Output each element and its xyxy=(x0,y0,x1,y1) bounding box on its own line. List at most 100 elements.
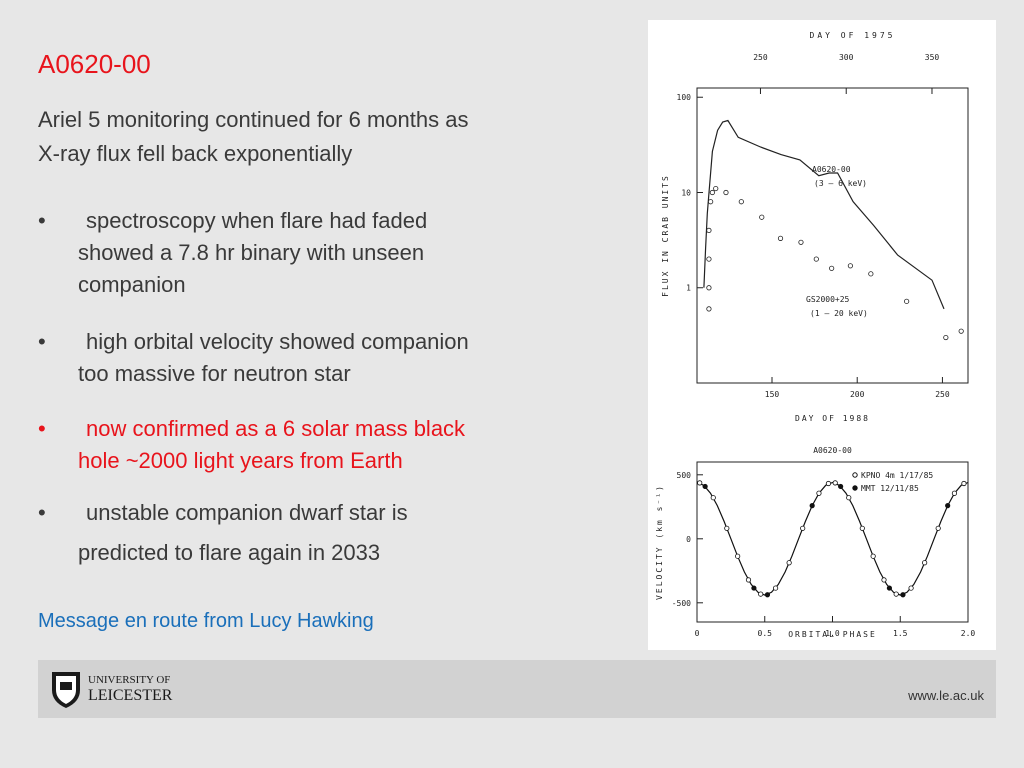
data-point xyxy=(868,271,874,277)
figure: 150 200 250 250 300 350 1 10 100 DAY OF 1988 DAY O… xyxy=(655,31,975,639)
plot-frame xyxy=(696,87,969,384)
x2-axis-label: DAY OF 1975 xyxy=(810,31,896,40)
intro-line: X-ray flux fell back exponentially xyxy=(38,141,352,166)
logo-line: LEICESTER xyxy=(88,687,173,704)
data-point xyxy=(809,503,815,509)
data-point xyxy=(922,560,928,566)
x-tick-label: 0.5 xyxy=(758,629,773,638)
bullet: • xyxy=(38,329,46,354)
data-point xyxy=(702,483,708,490)
bullet: • xyxy=(38,500,46,525)
message: Message en route from Lucy Hawking xyxy=(38,610,374,632)
data-point xyxy=(958,328,964,334)
bullet: • xyxy=(38,416,46,441)
x-tick-label: 250 xyxy=(935,390,950,399)
data-point xyxy=(697,480,703,486)
x-tick-label: 1.5 xyxy=(893,629,908,638)
y-axis-label: VELOCITY (km s⁻¹) xyxy=(655,484,664,600)
x-tick-label: 2.0 xyxy=(961,629,976,638)
data-point xyxy=(935,525,941,531)
x-tick-label: 200 xyxy=(850,390,865,399)
bullet-line: now confirmed as a 6 solar mass black xyxy=(86,416,466,441)
logo-line: UNIVERSITY OF xyxy=(88,674,170,686)
data-point xyxy=(870,553,876,559)
data-point xyxy=(764,592,771,598)
data-point xyxy=(813,256,819,262)
data-point xyxy=(951,490,958,496)
data-point xyxy=(846,495,852,501)
data-point xyxy=(713,185,719,192)
chart-title: A0620-00 xyxy=(813,446,852,455)
data-point xyxy=(706,306,712,312)
data-point xyxy=(893,591,899,597)
figure-panel xyxy=(648,20,996,650)
data-point xyxy=(859,525,865,531)
x-tick-label: 0 xyxy=(695,629,700,638)
x-tick-label: 1.0 xyxy=(825,629,840,638)
legend-label: KPNO 4m 1/17/85 xyxy=(861,471,933,480)
data-point xyxy=(798,239,804,245)
footer-band xyxy=(38,660,996,718)
legend-label: MMT 12/11/85 xyxy=(861,484,919,493)
bullet-line: spectroscopy when flare had faded xyxy=(86,208,427,233)
annotation: (3 — 6 keV) xyxy=(814,179,867,188)
bullet-line: showed a 7.8 hr binary with unseen xyxy=(78,240,424,265)
data-point xyxy=(708,199,714,205)
annotation: (1 — 20 keV) xyxy=(810,309,868,318)
bullet: • xyxy=(38,208,46,233)
data-point xyxy=(772,585,779,591)
data-point xyxy=(735,553,741,559)
data-point xyxy=(904,298,910,304)
x-tick-label: 150 xyxy=(765,390,780,399)
data-point xyxy=(758,591,764,597)
data-point xyxy=(961,480,967,487)
bullet-line: too massive for neutron star xyxy=(78,361,351,386)
data-point xyxy=(829,265,835,271)
y-axis-label: FLUX IN CRAB UNITS xyxy=(661,174,670,297)
annotation: A0620-00 xyxy=(812,165,851,174)
data-point xyxy=(945,503,951,509)
bullet-line: hole ~2000 light years from Earth xyxy=(78,448,403,473)
data-point xyxy=(908,585,914,591)
data-point xyxy=(759,214,765,220)
slide-title: A0620-00 xyxy=(38,49,151,79)
data-point xyxy=(800,525,806,531)
x-axis-label: DAY OF 1988 xyxy=(795,414,870,423)
data-point xyxy=(847,263,853,269)
y-tick-label: 10 xyxy=(681,188,691,197)
data-point xyxy=(881,577,887,583)
data-point xyxy=(832,480,838,486)
data-point xyxy=(751,585,757,591)
y-tick-label: 0 xyxy=(686,535,691,544)
data-line xyxy=(696,481,969,596)
bullet-line: predicted to flare again in 2033 xyxy=(78,540,380,565)
data-point xyxy=(816,490,822,496)
data-point xyxy=(943,334,949,341)
legend-marker xyxy=(852,472,858,478)
data-point xyxy=(786,560,792,566)
data-point xyxy=(825,480,832,487)
annotation: GS2000+25 xyxy=(806,295,850,304)
data-point xyxy=(710,495,716,501)
data-line xyxy=(703,119,945,310)
x2-tick-label: 300 xyxy=(839,53,854,62)
logo-shield xyxy=(52,672,80,708)
y-tick-label: -500 xyxy=(672,599,691,608)
x2-tick-label: 350 xyxy=(925,53,940,62)
x-axis-label: ORBITAL PHASE xyxy=(788,630,877,639)
data-point xyxy=(886,585,893,591)
bullet-line: high orbital velocity showed companion xyxy=(86,329,469,354)
y-tick-label: 100 xyxy=(677,93,692,102)
url: www.le.ac.uk xyxy=(907,688,984,703)
data-point xyxy=(706,285,712,291)
data-point xyxy=(706,227,712,233)
data-point xyxy=(723,189,729,196)
legend-marker xyxy=(852,485,858,491)
data-point xyxy=(724,525,730,531)
data-point xyxy=(706,256,712,262)
intro-line: Ariel 5 monitoring continued for 6 month… xyxy=(38,107,468,132)
y-tick-label: 500 xyxy=(677,471,692,480)
data-point xyxy=(709,189,715,196)
